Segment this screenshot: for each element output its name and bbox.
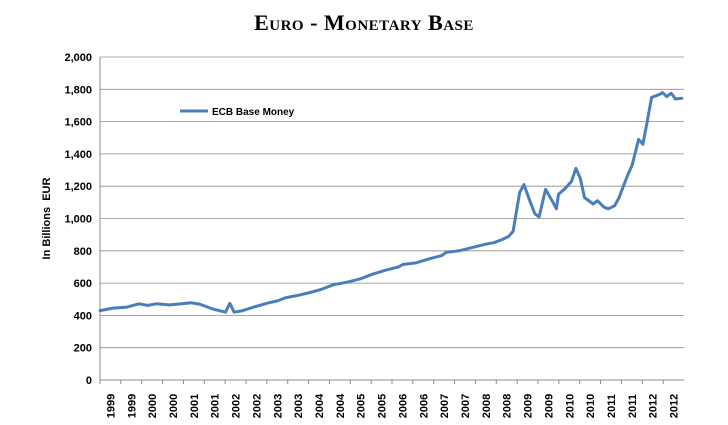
- x-tick-label: 2011: [606, 394, 618, 418]
- y-tick-label: 1,600: [64, 117, 92, 129]
- x-tick-label: 2004: [314, 393, 326, 418]
- y-axis-title: In Billions EUR: [41, 178, 53, 260]
- y-tick-label: 2,000: [64, 52, 92, 64]
- gridlines: [100, 56, 684, 349]
- x-tick-label: 2002: [251, 394, 263, 418]
- x-tick-label: 2006: [397, 394, 409, 418]
- x-tick-label: 2001: [210, 394, 222, 418]
- y-tick-label: 0: [86, 375, 92, 387]
- legend: ECB Base Money: [180, 107, 295, 118]
- x-tick-label: 2002: [231, 394, 243, 418]
- x-tick-label: 2003: [293, 394, 305, 418]
- x-tick-label: 2005: [356, 394, 368, 418]
- x-tick-label: 2005: [377, 394, 389, 418]
- x-tick-label: 1999: [126, 394, 138, 418]
- y-tick-label: 1,400: [64, 149, 92, 161]
- x-tick-labels: 1999 1999 2000 2000 2001 2001 2002 2002 2003 2003…: [105, 393, 680, 418]
- x-tick-label: 2008: [481, 394, 493, 418]
- x-tick-label: 2007: [460, 394, 472, 418]
- y-tick-label: 1,200: [64, 181, 92, 193]
- x-tick-label: 2007: [439, 394, 451, 418]
- x-tick-label: 2009: [543, 394, 555, 418]
- y-tick-label: 200: [74, 343, 92, 355]
- x-tick-label: 2000: [168, 394, 180, 418]
- x-tick-label: 2011: [627, 394, 639, 418]
- series-line-0: [98, 91, 684, 314]
- x-tick-label: 2009: [523, 394, 535, 418]
- x-tick-label: 2003: [272, 394, 284, 418]
- chart-title: Euro - Monetary Base: [254, 10, 474, 35]
- legend-label: ECB Base Money: [212, 107, 295, 118]
- x-tick-label: 2012: [648, 394, 660, 418]
- x-tick-label: 2004: [335, 393, 347, 418]
- y-tick-label: 600: [74, 278, 92, 290]
- x-tick-label: 2006: [418, 394, 430, 418]
- x-tick-label: 1999: [105, 394, 117, 418]
- y-tick-label: 1,000: [64, 214, 92, 226]
- y-tick-label: 800: [74, 246, 92, 258]
- x-tick-label: 2001: [189, 394, 201, 418]
- series-group: [98, 91, 684, 314]
- y-tick-labels: 0 200 400 600 800 1,000 1,200 1,400 1,600 1,800 2,…: [64, 52, 92, 387]
- y-tick-label: 400: [74, 310, 92, 322]
- x-tick-label: 2010: [564, 394, 576, 418]
- x-tick-label: 2012: [669, 394, 681, 418]
- x-tick-label: 2008: [502, 394, 514, 418]
- x-tick-label: 2010: [585, 394, 597, 418]
- axes: [99, 57, 684, 384]
- y-tick-label: 1,800: [64, 84, 92, 96]
- x-tick-label: 2000: [147, 394, 159, 418]
